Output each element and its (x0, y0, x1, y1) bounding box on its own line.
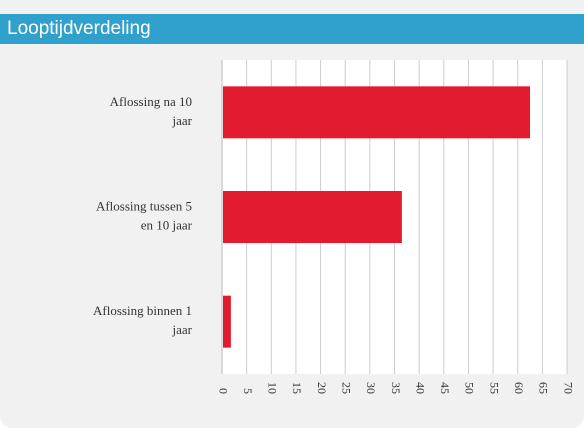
x-tick-label: 5 (241, 388, 255, 394)
x-tick-label: 10 (266, 382, 280, 394)
x-tick-label: 65 (537, 382, 551, 394)
x-tick-label: 55 (487, 382, 501, 394)
chart-title: Looptijdverdeling (7, 18, 151, 39)
x-tick-label: 20 (315, 382, 329, 394)
bar (223, 86, 531, 139)
x-tick-label: 15 (290, 382, 304, 394)
category-label: jaar (172, 322, 193, 337)
category-label: Aflossing na 10 (110, 94, 192, 109)
category-label: Aflossing binnen 1 (93, 303, 192, 318)
category-label: en 10 jaar (141, 217, 193, 232)
title-bar: Looptijdverdeling (0, 14, 584, 44)
x-tick-label: 35 (389, 382, 403, 394)
x-tick-label: 45 (438, 382, 452, 394)
bar (223, 191, 402, 243)
x-tick-label: 0 (216, 388, 230, 394)
x-tick-label: 50 (463, 382, 477, 394)
x-tick-label: 30 (364, 382, 378, 394)
x-tick-label: 25 (339, 382, 353, 394)
x-tick-label: 40 (413, 382, 427, 394)
category-label: Aflossing tussen 5 (96, 198, 192, 213)
x-tick-label: 70 (561, 382, 575, 394)
category-label: jaar (172, 113, 193, 128)
bar (223, 295, 231, 348)
x-tick-label: 60 (512, 382, 526, 394)
